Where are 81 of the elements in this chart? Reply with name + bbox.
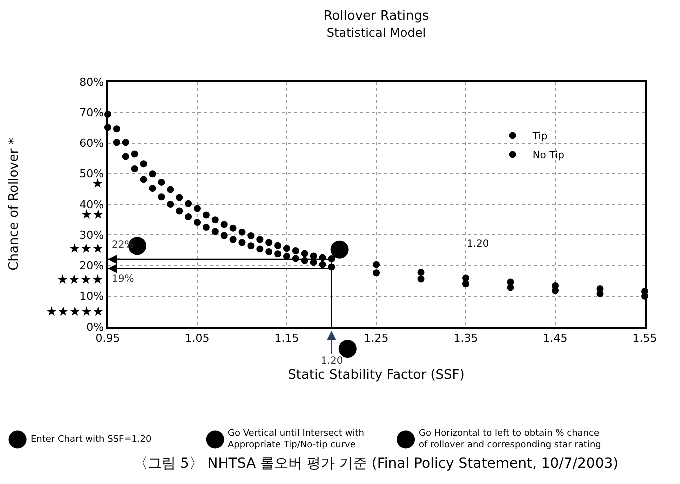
point [220, 232, 228, 240]
chart-subtitle: Statistical Model [326, 26, 426, 40]
text: Enter Chart with SSF=1.20 [31, 435, 152, 445]
point [274, 250, 282, 258]
x-tick-label: 1.55 [632, 332, 658, 345]
legend-label: Tip [532, 132, 548, 143]
ref-line-label: 19% [112, 274, 134, 285]
point [230, 224, 237, 232]
y-tick-label: 30% [80, 228, 104, 242]
x-tick-label: 1.35 [454, 332, 478, 345]
point [158, 194, 166, 201]
point [462, 280, 470, 288]
y-tick-label: 20% [80, 260, 104, 273]
text: ★★★ [69, 242, 104, 257]
point [149, 185, 156, 192]
point [230, 236, 237, 244]
point [238, 239, 246, 246]
point [131, 165, 138, 172]
point [140, 176, 148, 184]
point [238, 228, 246, 236]
text: Go Horizontal to left to obtain % chance of rollover and corresponding star rating [419, 429, 602, 451]
point [194, 219, 201, 226]
y-tick-label: 80% [80, 76, 104, 89]
x-tick-label: 0.95 [96, 332, 120, 345]
text: ★★★★ [57, 273, 104, 288]
y-axis-title: Chance of Rollover * [7, 138, 22, 271]
point [122, 139, 130, 146]
y-tick-label: 70% [80, 106, 104, 120]
point [176, 194, 184, 202]
chart-title: Rollover Ratings [324, 9, 430, 24]
point [373, 261, 380, 268]
point [113, 139, 120, 146]
y-tick-label: 60% [80, 137, 104, 150]
point [310, 252, 318, 260]
point [185, 200, 192, 208]
point [185, 214, 192, 221]
point [158, 178, 166, 186]
point [301, 250, 308, 258]
y-tick-label: 0% [86, 320, 104, 334]
point [220, 221, 228, 228]
point [202, 224, 210, 231]
legend-label: No Tip [532, 150, 565, 162]
point [140, 160, 148, 168]
point [462, 274, 470, 282]
point [248, 232, 255, 240]
point [248, 242, 255, 250]
point [256, 246, 264, 253]
point [319, 261, 326, 268]
point [292, 248, 300, 255]
point [212, 228, 219, 236]
text: Go Vertical until Intersect with Appropriate Tip/No-tip curve [228, 429, 364, 451]
ref-line-label: 1.20 [321, 356, 344, 367]
annotation: 1.20 [467, 239, 490, 250]
x-tick-label: 1.05 [185, 332, 210, 345]
point [418, 276, 425, 283]
point [266, 239, 273, 246]
point [167, 201, 174, 208]
point [194, 205, 201, 212]
point [256, 236, 264, 244]
text: 〈그림 5〉 NHTSA 롤오버 평가 기준 (Final Policy Statement, 10/7/2003) [134, 456, 619, 472]
point [552, 287, 559, 294]
point [113, 126, 120, 133]
x-tick-label: 1.45 [543, 332, 568, 345]
x-tick-label: 1.25 [364, 332, 389, 345]
text: ★★★★★ [46, 305, 104, 320]
point [373, 270, 380, 277]
point [212, 216, 219, 224]
point [149, 170, 156, 178]
point [274, 242, 282, 250]
point [176, 208, 184, 215]
point [122, 153, 130, 160]
point [131, 150, 138, 158]
x-axis-title: Static Stability Factor (SSF) [288, 368, 465, 384]
point [167, 186, 174, 194]
point [202, 212, 210, 219]
point [418, 268, 425, 276]
point [507, 284, 514, 292]
x-tick-label: 1.15 [274, 332, 300, 345]
point [284, 245, 290, 252]
point [266, 248, 273, 256]
y-tick-label: 10% [80, 290, 104, 304]
